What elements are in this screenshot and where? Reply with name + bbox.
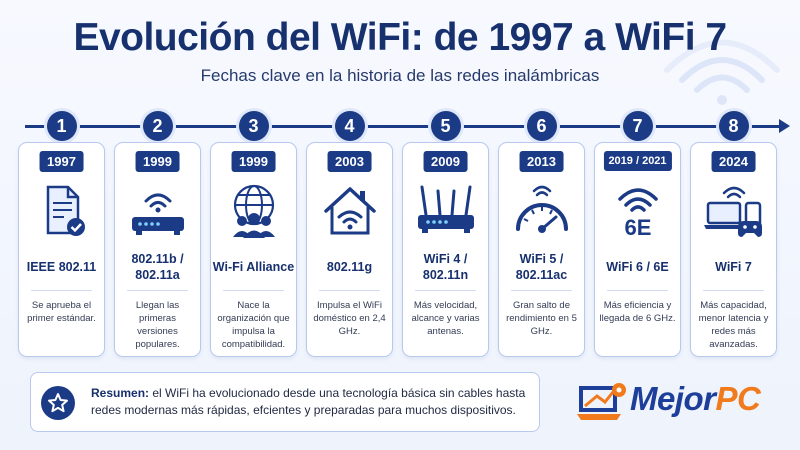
standard-name: IEEE 802.11	[19, 259, 104, 275]
milestone-description: Impulsa el WiFi doméstico en 2,4 GHz.	[311, 299, 388, 338]
standard-name: 802.11b / 802.11a	[115, 251, 200, 283]
step-number: 7	[623, 111, 653, 141]
milestone-card: 2009 WiFi 4 / 802.11n Más velocidad, alcan…	[402, 142, 489, 357]
milestone-card: 2019 / 2021 6E WiFi 6 / 6E Más eficiencia y…	[594, 142, 681, 357]
card-divider	[607, 290, 668, 291]
standard-name: WiFi 5 / 802.11ac	[499, 251, 584, 283]
milestone-description: Nace la organización que impulsa la comp…	[215, 299, 292, 351]
summary-body: el WiFi ha evolucionado desde una tecnol…	[91, 386, 525, 417]
devices-icon	[702, 183, 766, 239]
year-badge: 1997	[39, 151, 84, 172]
wifi-6e-icon: 6E	[606, 183, 670, 239]
milestone-card: 1997 IEEE 802.11 Se aprueba el primer está…	[18, 142, 105, 357]
step-number: 3	[239, 111, 269, 141]
card-divider	[319, 290, 380, 291]
star-icon	[41, 386, 75, 420]
summary-text: Resumen: el WiFi ha evolucionado desde u…	[91, 385, 531, 419]
year-badge: 1999	[135, 151, 180, 172]
milestone-description: Gran salto de rendimiento en 5 GHz.	[503, 299, 580, 338]
summary-label: Resumen:	[91, 386, 149, 400]
brand-name: MejorPC	[630, 380, 760, 418]
home-wifi-icon	[318, 183, 382, 239]
page-subtitle: Fechas clave en la historia de las redes…	[0, 66, 800, 86]
year-badge: 2019 / 2021	[603, 151, 671, 171]
milestone-description: Se aprueba el primer estándar.	[23, 299, 100, 325]
wifi-6e-label: 6E	[624, 215, 651, 239]
standard-name: 802.11g	[307, 259, 392, 275]
year-badge: 2003	[327, 151, 372, 172]
multi-antenna-router-icon	[414, 183, 478, 239]
laptop-gear-icon	[575, 380, 631, 424]
brand-name-part1: Mejor	[630, 380, 716, 417]
milestone-description: Más eficiencia y llegada de 6 GHz.	[599, 299, 676, 325]
standard-name: WiFi 4 / 802.11n	[403, 251, 488, 283]
milestone-description: Llegan las primeras versiones populares.	[119, 299, 196, 351]
timeline-line	[25, 125, 785, 128]
router-icon	[126, 183, 190, 239]
globe-people-icon	[222, 183, 286, 239]
milestone-card: 2024 WiFi 7 Más capacidad, menor latencia …	[690, 142, 777, 357]
year-badge: 2013	[519, 151, 564, 172]
card-divider	[31, 290, 92, 291]
year-badge: 2009	[423, 151, 468, 172]
step-number: 5	[431, 111, 461, 141]
card-divider	[223, 290, 284, 291]
step-number: 8	[719, 111, 749, 141]
card-divider	[511, 290, 572, 291]
brand-logo: MejorPC	[575, 376, 790, 426]
step-number: 4	[335, 111, 365, 141]
standard-name: WiFi 6 / 6E	[595, 259, 680, 275]
milestone-description: Más capacidad, menor latencia y redes má…	[695, 299, 772, 351]
standard-name: WiFi 7	[691, 259, 776, 275]
milestone-card: 2003 802.11g Impulsa el WiFi doméstico en …	[306, 142, 393, 357]
speedometer-icon	[510, 183, 574, 239]
card-divider	[415, 290, 476, 291]
year-badge: 2024	[711, 151, 756, 172]
step-number: 6	[527, 111, 557, 141]
document-check-icon	[30, 183, 94, 239]
milestone-description: Más velocidad, alcance y varias antenas.	[407, 299, 484, 338]
page-title: Evolución del WiFi: de 1997 a WiFi 7	[0, 16, 800, 60]
brand-name-part2: PC	[716, 380, 761, 417]
summary-box: Resumen: el WiFi ha evolucionado desde u…	[30, 372, 540, 432]
standard-name: Wi-Fi Alliance	[211, 259, 296, 275]
milestone-card: 2013 WiFi 5 / 802.11ac Gran salto de rendi…	[498, 142, 585, 357]
card-divider	[127, 290, 188, 291]
year-badge: 1999	[231, 151, 276, 172]
card-divider	[703, 290, 764, 291]
timeline-arrow-icon	[779, 119, 790, 133]
step-number: 2	[143, 111, 173, 141]
step-number: 1	[47, 111, 77, 141]
milestone-card: 1999 Wi-Fi Alliance Nace la organización q…	[210, 142, 297, 357]
milestone-card: 1999 802.11b / 802.11a Llegan las primeras…	[114, 142, 201, 357]
